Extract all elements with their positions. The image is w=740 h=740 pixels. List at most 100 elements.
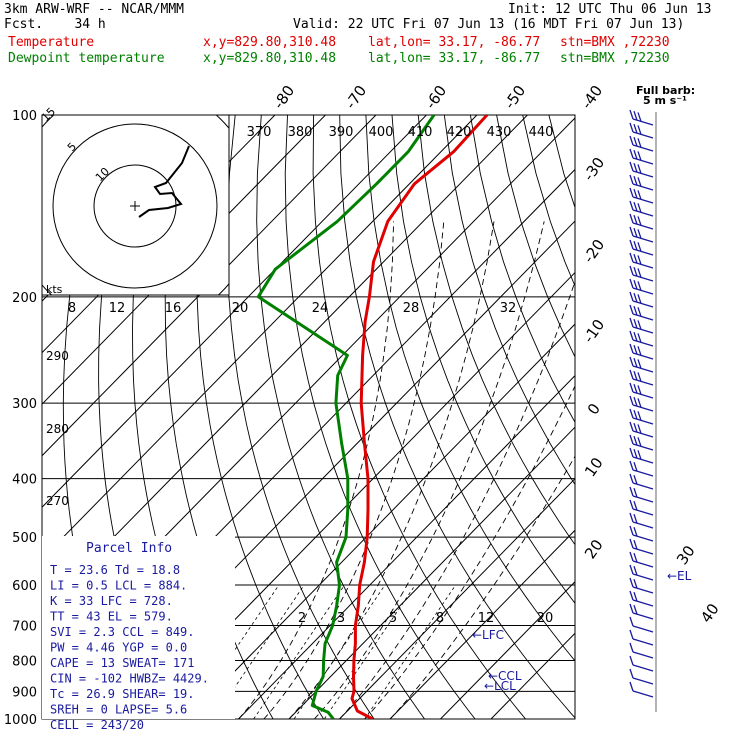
lfc-marker: ←LFC bbox=[472, 628, 504, 642]
isotherm-line bbox=[42, 115, 528, 612]
dry-adiabat bbox=[496, 115, 575, 358]
wind-barb-flag bbox=[629, 499, 634, 510]
wind-barb-flag bbox=[633, 487, 638, 498]
dry-adiabat bbox=[443, 115, 575, 486]
wind-barb bbox=[629, 408, 654, 425]
wind-barb-flag bbox=[633, 539, 638, 550]
side-theta-label: 280 bbox=[46, 422, 69, 436]
wind-barb bbox=[629, 291, 654, 308]
wind-barb-flag bbox=[633, 370, 638, 381]
wind-barb-flag bbox=[629, 278, 634, 289]
theta-label: 380 bbox=[288, 125, 313, 140]
isotherm-label: -10 bbox=[580, 316, 609, 346]
wind-barb-flag bbox=[633, 591, 638, 602]
barb-legend-units: 5 m s⁻¹ bbox=[643, 94, 687, 107]
wind-barb-flag bbox=[633, 253, 638, 264]
wind-barb-flag bbox=[637, 281, 642, 291]
isotherm-label: -60 bbox=[422, 82, 451, 112]
wind-barb-staff bbox=[632, 131, 654, 139]
wind-barb-flag bbox=[629, 616, 634, 627]
wind-barb-staff bbox=[632, 118, 654, 126]
mixing-ratio-label: 8 bbox=[436, 611, 444, 626]
isotherm-label: 20 bbox=[581, 536, 607, 562]
wind-barb bbox=[629, 499, 654, 516]
side-theta-label: 290 bbox=[46, 349, 69, 363]
temperature-label: Temperature bbox=[8, 35, 95, 50]
wind-barb-flag bbox=[629, 668, 634, 679]
wind-barb bbox=[629, 551, 654, 568]
skewt-background bbox=[42, 115, 740, 719]
wind-barb-staff bbox=[632, 521, 654, 529]
moist-adiabat bbox=[339, 280, 575, 719]
wind-barb-staff bbox=[632, 326, 654, 334]
wind-barb-flag bbox=[629, 174, 634, 185]
wind-barb-flag bbox=[633, 305, 638, 316]
wind-barb-flag bbox=[629, 447, 634, 458]
wind-barb-flag bbox=[629, 395, 634, 406]
sounding-traces bbox=[256, 115, 489, 719]
wind-barb bbox=[629, 603, 654, 620]
wind-barb-staff bbox=[632, 209, 654, 217]
moist-adiabat bbox=[238, 221, 395, 719]
hodograph-trace bbox=[138, 145, 190, 218]
mixing-ratio-label: 20 bbox=[537, 611, 554, 626]
isotherm-label: -80 bbox=[270, 82, 299, 112]
wind-barb bbox=[629, 434, 654, 451]
wind-barb-staff bbox=[632, 547, 654, 555]
wind-barb-staff bbox=[632, 313, 654, 321]
wind-barb bbox=[629, 135, 654, 152]
parcel-info-row: PW = 4.46 YGP = 0.0 bbox=[50, 641, 187, 655]
wind-barb-flag bbox=[633, 188, 638, 199]
wind-barb-flag bbox=[629, 564, 634, 575]
moist-adiabat bbox=[389, 455, 575, 719]
wind-barb bbox=[629, 252, 654, 269]
wind-barb-flag bbox=[633, 123, 638, 134]
wind-barb-staff bbox=[632, 300, 654, 308]
dewpoint-label: Dewpoint temperature bbox=[8, 51, 165, 66]
wind-barb-flag bbox=[633, 578, 638, 589]
wind-barb-flag bbox=[637, 294, 642, 304]
wind-barb-flag bbox=[633, 292, 638, 303]
wind-barb-staff bbox=[632, 144, 654, 152]
mixing-ratio-label: 5 bbox=[389, 611, 397, 626]
wind-barb-flag bbox=[629, 408, 634, 419]
wind-barb-flag bbox=[629, 590, 634, 601]
isotherm-line bbox=[137, 271, 575, 719]
wind-barb bbox=[629, 668, 654, 685]
moist-adiabat bbox=[263, 221, 445, 719]
wind-barb bbox=[629, 395, 654, 412]
dry-adiabat bbox=[256, 115, 425, 719]
wind-barb-flag bbox=[629, 356, 634, 367]
model-title: 3km ARW-WRF -- NCAR/MMM bbox=[4, 2, 185, 17]
wind-barb-flag bbox=[633, 357, 638, 368]
wind-barb-flag bbox=[629, 369, 634, 380]
wind-barb-staff bbox=[632, 456, 654, 464]
wind-barb-flag bbox=[633, 162, 638, 173]
wind-barb-staff bbox=[632, 443, 654, 451]
side-theta-label: 270 bbox=[46, 494, 69, 508]
wind-barb-flag bbox=[633, 500, 638, 511]
mixing-ratio-label: 12 bbox=[478, 611, 495, 626]
isotherm-label: 30 bbox=[673, 542, 699, 568]
isotherm-line bbox=[339, 477, 575, 719]
wind-barb bbox=[629, 590, 654, 607]
dry-adiabat bbox=[706, 115, 740, 719]
isotherm-line bbox=[238, 374, 575, 719]
wind-barb-staff bbox=[632, 469, 654, 477]
wind-barb-flag bbox=[629, 603, 634, 614]
dry-adiabat bbox=[601, 115, 740, 719]
temperature-latlon: lat,lon= 33.17, -86.77 bbox=[368, 35, 541, 50]
isotherm-label: -30 bbox=[580, 154, 609, 184]
wind-barb-staff bbox=[632, 534, 654, 542]
wind-barb-flag bbox=[633, 175, 638, 186]
dry-adiabat bbox=[417, 115, 575, 546]
wind-barb-flag bbox=[633, 513, 638, 524]
wind-barb-flag bbox=[629, 512, 634, 523]
wind-barb-flag bbox=[629, 330, 634, 341]
wind-barb-flag bbox=[629, 642, 634, 653]
theta-e-label: 16 bbox=[165, 301, 182, 316]
wind-barb bbox=[629, 304, 654, 321]
wind-barb-flag bbox=[629, 148, 634, 159]
wind-barb-staff bbox=[632, 560, 654, 568]
